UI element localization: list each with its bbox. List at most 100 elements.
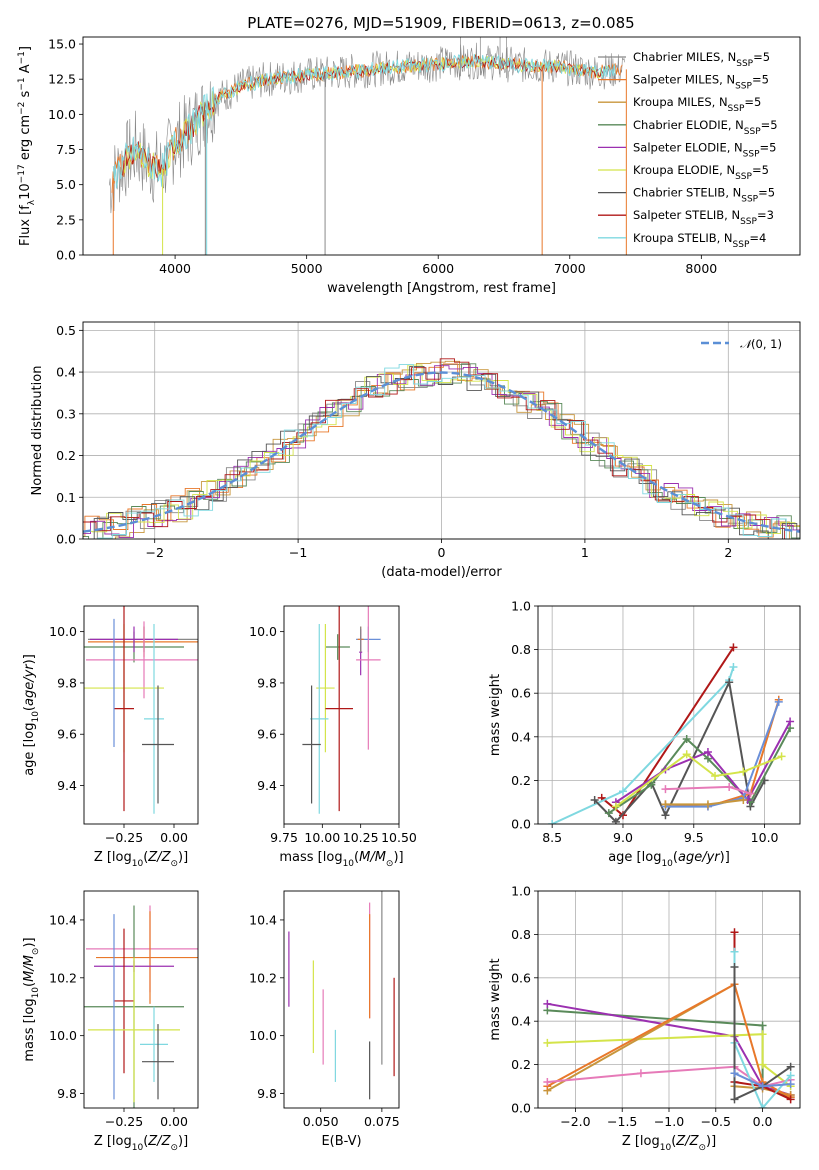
errorbar-point: [142, 1024, 174, 1100]
y-tick-label: 0.2: [56, 448, 76, 463]
x-tick-label: 8.5: [542, 830, 562, 845]
y-axis-label: Flux [fλ10−17 erg cm−2 s−1 A−1]: [17, 46, 37, 246]
weight-marker: [730, 947, 739, 956]
y-tick-label: 0.4: [56, 365, 76, 380]
x-tick-label: 6000: [422, 261, 454, 276]
weight-vs-age-panel: 8.5 9.0 9.5 10.0 0.0 0.2 0.4 0.6 0.8 1.0 age [log1…: [488, 599, 801, 869]
y-tick-label: 12.5: [48, 72, 76, 87]
errorbar-point: [325, 606, 353, 812]
errorbar-point: [140, 1006, 168, 1082]
x-tick-label: 0.00: [160, 1114, 188, 1129]
errorbar-point: [356, 606, 381, 750]
weight-marker: [758, 1021, 767, 1030]
errorbar-point: [96, 911, 198, 1004]
y-tick-label: 9.4: [57, 778, 77, 793]
x-tick-label: 9.5: [684, 830, 704, 845]
weight-marker: [786, 1062, 795, 1071]
weight-marker: [758, 1104, 767, 1108]
x-tick-label: 0: [438, 545, 446, 560]
weight-series-line: [608, 727, 791, 814]
y-axis-label: Normed distribution: [30, 366, 45, 496]
x-axis-label: age [log10(age/yr)]: [608, 850, 730, 869]
y-tick-label: 10.0: [249, 624, 277, 639]
y-tick-label: 0.3: [56, 406, 76, 421]
normal-curve: [82, 371, 801, 533]
weight-marker: [611, 802, 620, 811]
y-tick-label: 9.6: [57, 727, 77, 742]
y-tick-label: 1.0: [511, 599, 531, 614]
x-tick-label: 9.0: [613, 830, 633, 845]
errorbar-point: [90, 626, 178, 653]
errorbar-point: [310, 623, 329, 814]
x-tick-label: 10.0: [751, 830, 779, 845]
weight-marker: [661, 800, 670, 809]
x-axis-label: wavelength [Angstrom, rest frame]: [327, 281, 556, 296]
y-tick-label: 10.2: [49, 970, 77, 985]
x-tick-label: 10.25: [343, 830, 379, 845]
weight-marker: [682, 750, 691, 759]
x-tick-label: −0.25: [105, 1114, 143, 1129]
errorbar-point: [86, 621, 198, 699]
y-tick-label: 10.4: [249, 912, 277, 927]
y-tick-label: 0.4: [511, 1014, 531, 1029]
weight-marker: [758, 1060, 767, 1069]
legend-label: Salpeter ELODIE, NSSP=5: [633, 140, 776, 159]
spectrum-panel: 4000 5000 6000 7000 8000 0.0 2.5 5.0 7.5 10.0 12.5…: [17, 37, 801, 296]
y-tick-label: 15.0: [48, 37, 76, 52]
weight-marker: [730, 1095, 739, 1104]
errorbar-point: [88, 957, 180, 1103]
weight-marker: [730, 962, 739, 971]
y-tick-label: 0.5: [56, 323, 76, 338]
weight-series-line: [665, 699, 780, 808]
y-tick-label: 10.0: [249, 1028, 277, 1043]
x-tick-label: −1.5: [607, 1114, 637, 1129]
y-axis-label: mass weight: [488, 674, 503, 756]
legend-label: 𝒩(0, 1): [740, 337, 782, 351]
x-tick-label: 9.75: [270, 830, 298, 845]
errorbar-point: [114, 606, 134, 812]
axes-frame: [537, 890, 801, 1109]
weight-marker: [739, 767, 748, 776]
y-tick-label: 9.8: [257, 1086, 277, 1101]
spectrum-trace: [112, 54, 616, 189]
x-tick-label: 4000: [159, 261, 191, 276]
x-axis-label: mass [log10(M/M⊙)]: [279, 850, 403, 869]
y-tick-label: 9.6: [257, 727, 277, 742]
weight-marker: [746, 789, 755, 798]
y-tick-label: 0.0: [56, 532, 76, 547]
y-tick-label: 0.2: [511, 1057, 531, 1072]
x-tick-label: 5000: [291, 261, 323, 276]
legend-label: Chabrier ELODIE, NSSP=5: [633, 118, 778, 137]
weight-series-line: [551, 666, 735, 824]
weight-marker: [758, 1030, 767, 1039]
weight-marker: [729, 643, 738, 652]
x-axis-label: E(B-V): [321, 1134, 361, 1149]
histogram-step: [83, 365, 800, 539]
legend-label: Kroupa STELIB, NSSP=4: [633, 231, 766, 250]
weight-series-line: [601, 646, 735, 817]
y-tick-label: 10.2: [249, 970, 277, 985]
y-tick-label: 0.0: [56, 248, 76, 263]
y-tick-label: 10.4: [49, 912, 77, 927]
y-axis-label: age [log10(age/yr)]: [22, 654, 41, 776]
weight-marker: [786, 1080, 795, 1089]
weight-marker: [548, 820, 557, 824]
weight-marker: [777, 752, 786, 761]
x-tick-label: −2.0: [560, 1114, 590, 1129]
age-vs-Z-panel: −0.25 0.00 9.4 9.6 9.8 10.0 Z [log10(Z/Z⊙)] age…: [22, 605, 199, 869]
axes-frame: [83, 605, 199, 825]
y-tick-label: 0.6: [511, 970, 531, 985]
figure-title: PLATE=0276, MJD=51909, FIBERID=0613, z=0…: [247, 14, 634, 32]
weight-marker: [729, 663, 738, 672]
weight-marker: [636, 1069, 645, 1078]
mass-vs-ebv-panel: 0.050 0.075 9.8 10.0 10.2 10.4 E(B-V): [249, 890, 400, 1149]
x-tick-label: 10.00: [304, 830, 340, 845]
errorbar-point: [302, 685, 321, 804]
weight-marker: [730, 1069, 739, 1078]
mass-vs-Z-panel: −0.25 0.00 9.8 10.0 10.2 10.4 Z [log10(Z/Z⊙)] m…: [22, 890, 199, 1153]
weight-marker: [647, 780, 656, 789]
legend-label: Chabrier STELIB, NSSP=5: [633, 186, 775, 205]
errorbar-point: [325, 634, 350, 660]
y-axis-label: mass weight: [488, 958, 503, 1040]
